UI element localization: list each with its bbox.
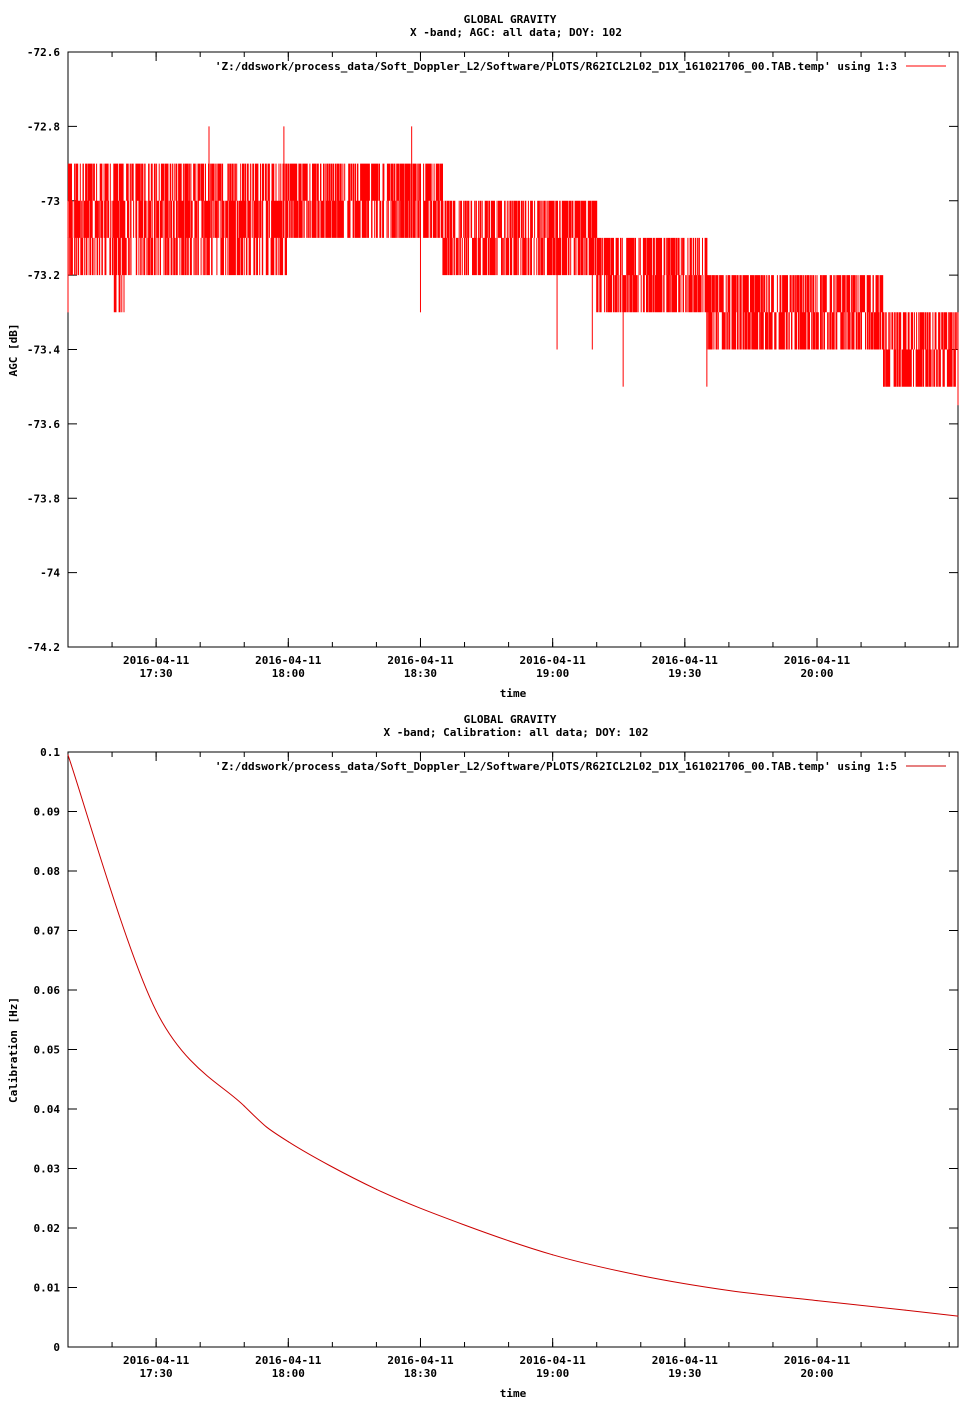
- y-tick-label: 0.07: [34, 925, 61, 938]
- y-tick-label: 0.02: [34, 1222, 61, 1235]
- y-tick-label: 0.03: [34, 1163, 61, 1176]
- x-tick-date-label: 2016-04-11: [652, 1354, 719, 1367]
- calibration-chart: GLOBAL GRAVITY X -band; Calibration: all…: [7, 713, 959, 1400]
- y-tick-label: 0.06: [34, 984, 61, 997]
- y-tick-label: -73.4: [27, 344, 60, 357]
- x-tick-time-label: 18:00: [272, 1367, 305, 1380]
- x-tick-date-label: 2016-04-11: [255, 1354, 322, 1367]
- legend-label: 'Z:/ddswork/process_data/Soft_Doppler_L2…: [215, 760, 897, 773]
- y-tick-label: -73.8: [27, 492, 60, 505]
- y-axis-label: Calibration [Hz]: [7, 997, 20, 1103]
- chart-subtitle: X -band; Calibration: all data; DOY: 102: [384, 726, 649, 739]
- x-tick-date-label: 2016-04-11: [387, 1354, 454, 1367]
- x-tick-date-label: 2016-04-11: [520, 654, 587, 667]
- calibration-point: [375, 1188, 377, 1190]
- y-tick-label: 0.04: [34, 1103, 61, 1116]
- x-tick-time-label: 17:30: [140, 1367, 173, 1380]
- calibration-point: [552, 1254, 554, 1256]
- x-tick-time-label: 19:30: [668, 1367, 701, 1380]
- legend-label: 'Z:/ddswork/process_data/Soft_Doppler_L2…: [215, 60, 897, 73]
- y-tick-label: 0.09: [34, 806, 61, 819]
- calibration-point: [67, 754, 69, 756]
- chart-title: GLOBAL GRAVITY: [464, 13, 557, 26]
- x-tick-date-label: 2016-04-11: [520, 1354, 587, 1367]
- y-tick-label: 0.1: [40, 746, 60, 759]
- x-tick-date-label: 2016-04-11: [652, 654, 719, 667]
- calibration-point: [287, 1141, 289, 1143]
- calibration-point: [957, 1315, 959, 1317]
- x-tick-time-label: 19:00: [536, 1367, 569, 1380]
- x-tick-time-label: 18:00: [272, 667, 305, 680]
- calibration-point: [640, 1275, 642, 1277]
- x-tick-time-label: 17:30: [140, 667, 173, 680]
- agc-chart: GLOBAL GRAVITY X -band; AGC: all data; D…: [7, 13, 959, 700]
- calibration-point: [155, 1010, 157, 1012]
- y-axis-label: AGC [dB]: [7, 324, 20, 377]
- x-tick-time-label: 19:30: [668, 667, 701, 680]
- x-tick-time-label: 18:30: [404, 1367, 437, 1380]
- calibration-point: [464, 1224, 466, 1226]
- y-tick-label: -73: [40, 195, 60, 208]
- y-tick-label: -72.8: [27, 120, 60, 133]
- y-tick-label: -73.2: [27, 269, 60, 282]
- x-tick-time-label: 20:00: [800, 667, 833, 680]
- x-axis-label: time: [500, 1387, 527, 1400]
- plot-frame: [67, 751, 959, 1348]
- y-tick-label: 0.05: [34, 1044, 61, 1057]
- y-tick-label: -72.6: [27, 46, 60, 59]
- agc-series-trace: [67, 163, 959, 387]
- x-tick-date-label: 2016-04-11: [123, 1354, 190, 1367]
- x-tick-date-label: 2016-04-11: [123, 654, 190, 667]
- chart-subtitle: X -band; AGC: all data; DOY: 102: [410, 26, 622, 39]
- y-tick-label: -74.2: [27, 641, 60, 654]
- y-tick-label: 0.01: [34, 1282, 61, 1295]
- x-tick-time-label: 20:00: [800, 1367, 833, 1380]
- chart-title: GLOBAL GRAVITY: [464, 713, 557, 726]
- x-tick-date-label: 2016-04-11: [387, 654, 454, 667]
- x-tick-time-label: 18:30: [404, 667, 437, 680]
- y-tick-label: -74: [40, 567, 60, 580]
- y-tick-label: -73.6: [27, 418, 60, 431]
- calibration-point: [728, 1289, 730, 1291]
- x-tick-time-label: 19:00: [536, 667, 569, 680]
- calibration-point: [816, 1300, 818, 1302]
- y-tick-label: 0: [53, 1341, 60, 1354]
- x-tick-date-label: 2016-04-11: [784, 1354, 851, 1367]
- y-tick-label: 0.08: [34, 865, 61, 878]
- calibration-point: [904, 1309, 906, 1311]
- calibration-point: [243, 1105, 245, 1107]
- calibration-series-line: [67, 754, 959, 1317]
- x-tick-date-label: 2016-04-11: [255, 654, 322, 667]
- x-tick-date-label: 2016-04-11: [784, 654, 851, 667]
- x-axis-label: time: [500, 687, 527, 700]
